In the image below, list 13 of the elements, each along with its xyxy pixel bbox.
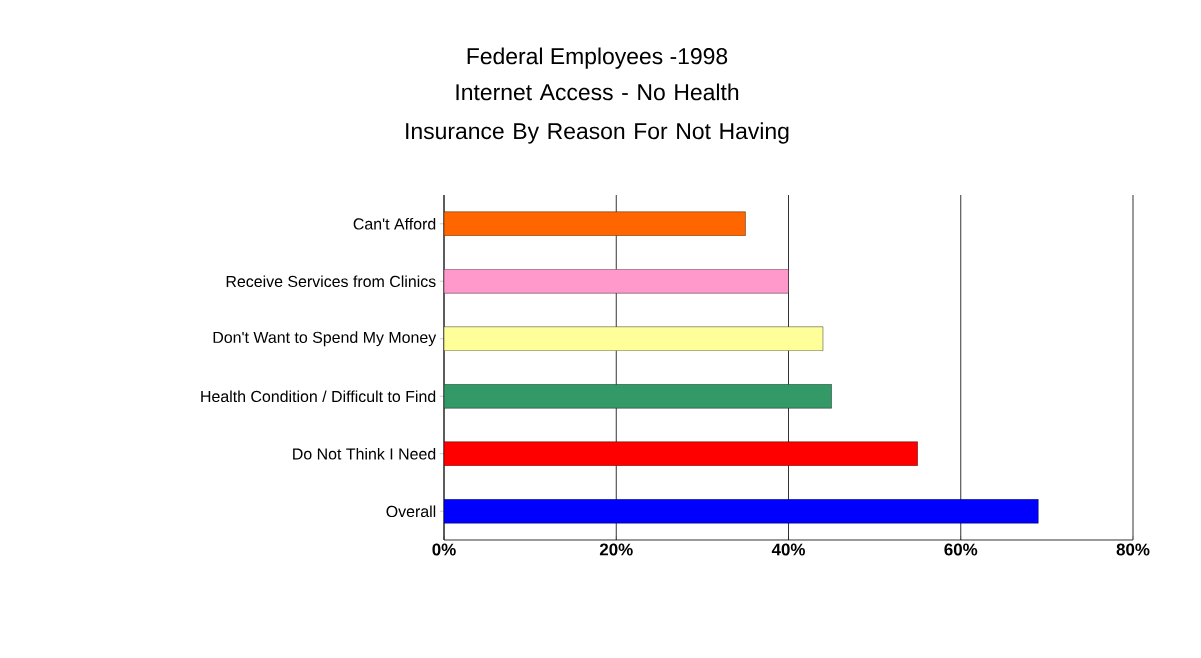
y-tick-label: Overall (386, 505, 436, 518)
x-tick-label: 20% (599, 543, 633, 556)
y-tick-label: Don't Want to Spend My Money (213, 331, 437, 347)
y-tick-label: Receive Services from Clinics (226, 275, 436, 288)
chart-subtitle: Internet Access - No Health Insurance By Reason For Not Having (406, 83, 789, 144)
chart-title: Federal Employees -1998 (467, 47, 728, 69)
y-tick-label: Health Condition / Difficult to Find (201, 390, 436, 403)
y-tick-label: Can't Afford (353, 217, 436, 230)
y-tick-label: Do Not Think I Need (293, 447, 436, 460)
x-tick-label: 60% (944, 543, 978, 556)
x-tick-label: 0% (432, 543, 456, 556)
x-tick-label: 80% (1116, 543, 1150, 556)
x-tick-label: 40% (771, 543, 805, 556)
